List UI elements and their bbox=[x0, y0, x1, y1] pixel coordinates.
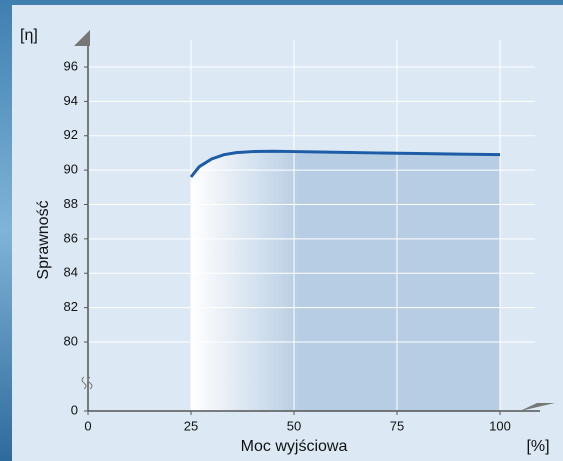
y-axis-label: Sprawność bbox=[35, 200, 52, 279]
y-unit: [η] bbox=[20, 27, 38, 44]
x-tick-label: 50 bbox=[287, 418, 301, 433]
y-tick-label: 92 bbox=[64, 127, 78, 142]
y-tick-label: 94 bbox=[64, 93, 78, 108]
y-tick-label: 0 bbox=[71, 402, 78, 417]
y-tick-label: 90 bbox=[64, 162, 78, 177]
x-tick-label: 100 bbox=[489, 418, 511, 433]
x-axis-label: Moc wyjściowa bbox=[241, 438, 348, 455]
x-tick-label: 25 bbox=[184, 418, 198, 433]
x-tick-label: 75 bbox=[390, 418, 404, 433]
page: 0 80 82 84 86 88 90 92 94 96 0 25 50 75 100 [η] Sprawn… bbox=[0, 0, 563, 461]
area bbox=[191, 151, 500, 411]
y-tick-label: 88 bbox=[64, 196, 78, 211]
chart: 0 80 82 84 86 88 90 92 94 96 0 25 50 75 100 [η] Sprawn… bbox=[0, 0, 563, 461]
y-tick-label: 86 bbox=[64, 230, 78, 245]
y-tick-label: 84 bbox=[64, 265, 78, 280]
y-tick-label: 80 bbox=[64, 333, 78, 348]
x-unit: [%] bbox=[526, 438, 549, 455]
y-tick-label: 82 bbox=[64, 299, 78, 314]
y-tick-label: 96 bbox=[64, 58, 78, 73]
x-tick-label: 0 bbox=[84, 418, 91, 433]
